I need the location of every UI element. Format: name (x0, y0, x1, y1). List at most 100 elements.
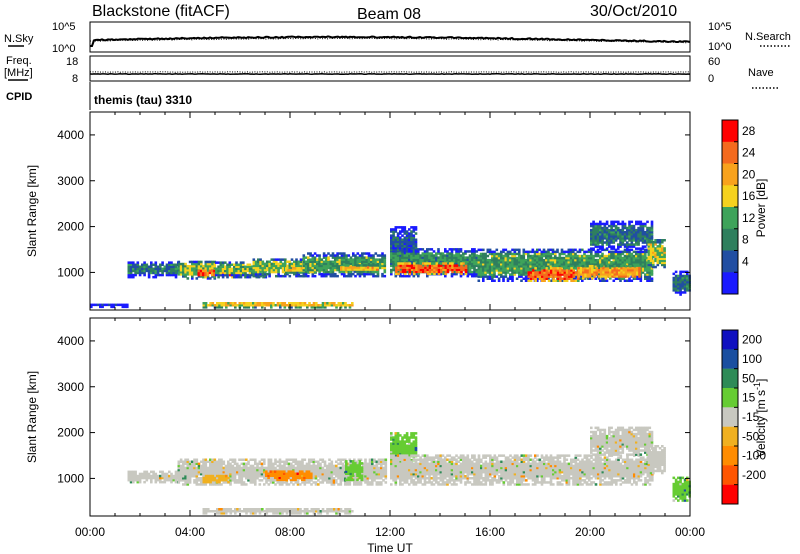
scatter-cell (361, 272, 364, 276)
scatter-cell (170, 265, 173, 268)
scatter-cell (242, 265, 245, 268)
scatter-cell (414, 256, 418, 259)
power-scatter (90, 220, 691, 309)
scatter-cell (308, 302, 311, 305)
scatter-cell (413, 272, 416, 276)
scatter-cell (419, 264, 423, 267)
scatter-cell (683, 276, 687, 280)
scatter-cell (628, 226, 631, 230)
scatter-cell (629, 269, 632, 272)
scatter-cell (394, 228, 398, 231)
scatter-cell (590, 256, 593, 260)
scatter-cell (572, 277, 575, 280)
scatter-cell (623, 263, 627, 266)
scatter-cell (245, 472, 248, 476)
scatter-cell (619, 279, 622, 282)
scatter-cell (287, 458, 291, 461)
scatter-cell (646, 228, 649, 232)
scatter-cell (369, 264, 372, 267)
scatter-cell (437, 258, 440, 261)
scatter-cell (366, 468, 370, 472)
scatter-cell (524, 273, 528, 276)
scatter-cell (550, 271, 553, 274)
scatter-cell (570, 279, 573, 282)
scatter-cell (623, 222, 627, 226)
scatter-cell (542, 250, 546, 254)
scatter-cell (462, 268, 466, 271)
scatter-cell (245, 462, 248, 466)
scatter-cell (379, 258, 382, 261)
scatter-cell (601, 256, 604, 260)
scatter-cell (334, 272, 337, 276)
scatter-cell (381, 264, 384, 268)
scatter-cell (197, 462, 201, 466)
scatter-cell (179, 479, 183, 482)
scatter-cell (408, 242, 411, 246)
scatter-cell (635, 252, 638, 256)
scatter-cell (296, 481, 300, 484)
scatter-cell (563, 275, 567, 278)
scatter-cell (245, 464, 248, 468)
scatter-cell (582, 277, 585, 280)
scatter-cell (340, 268, 343, 271)
scatter-cell (172, 478, 176, 482)
scatter-cell (265, 481, 268, 484)
scatter-cell (441, 270, 445, 274)
scatter-cell (601, 233, 604, 236)
scatter-cell (337, 477, 340, 480)
scatter-cell (545, 273, 549, 276)
scatter-cell (174, 269, 178, 273)
scatter-cell (439, 254, 443, 257)
scatter-cell (412, 258, 416, 261)
scatter-cell (307, 260, 310, 263)
scatter-cell (325, 266, 328, 270)
scatter-cell (356, 258, 360, 261)
scatter-cell (260, 479, 264, 482)
scatter-cell (497, 252, 501, 256)
scatter-cell (601, 261, 604, 264)
scatter-cell (421, 254, 425, 257)
scatter-cell (522, 267, 526, 270)
scatter-cell (242, 470, 246, 474)
scatter-cell (332, 481, 336, 484)
scatter-cell (309, 260, 312, 263)
scatter-cell (554, 254, 557, 258)
scatter-cell (147, 474, 151, 478)
scatter-cell (132, 265, 135, 268)
scatter-cell (547, 267, 551, 270)
scatter-cell (412, 274, 416, 278)
scatter-cell (254, 470, 257, 474)
scatter-cell (495, 258, 499, 262)
scatter-cell (522, 256, 526, 260)
noise-tick-bottom-right: 10^0 (708, 41, 732, 53)
scatter-cell (288, 302, 291, 305)
scatter-cell (247, 302, 251, 305)
scatter-cell (279, 264, 283, 268)
scatter-cell (316, 260, 319, 263)
scatter-cell (630, 239, 634, 242)
scatter-cell (202, 266, 205, 270)
scatter-cell (595, 271, 599, 274)
scatter-cell (127, 269, 131, 273)
scatter-cell (464, 262, 468, 265)
scatter-cell (414, 232, 418, 235)
scatter-cell (195, 472, 199, 476)
scatter-cell (320, 264, 324, 268)
scatter-cell (383, 258, 387, 261)
scatter-cell (308, 464, 311, 468)
scatter-cell (251, 468, 255, 472)
scatter-cell (652, 251, 655, 254)
scatter-cell (170, 478, 173, 482)
scatter-cell (679, 280, 682, 284)
scatter-cell (233, 466, 237, 470)
scatter-cell (601, 279, 604, 282)
scatter-cell (596, 258, 600, 262)
scatter-cell (195, 470, 199, 474)
scatter-cell (341, 475, 345, 478)
scatter-cell (366, 481, 370, 484)
scatter-cell (281, 302, 284, 305)
scatter-cell (639, 254, 643, 258)
scatter-cell (174, 478, 178, 482)
scatter-cell (466, 264, 470, 268)
